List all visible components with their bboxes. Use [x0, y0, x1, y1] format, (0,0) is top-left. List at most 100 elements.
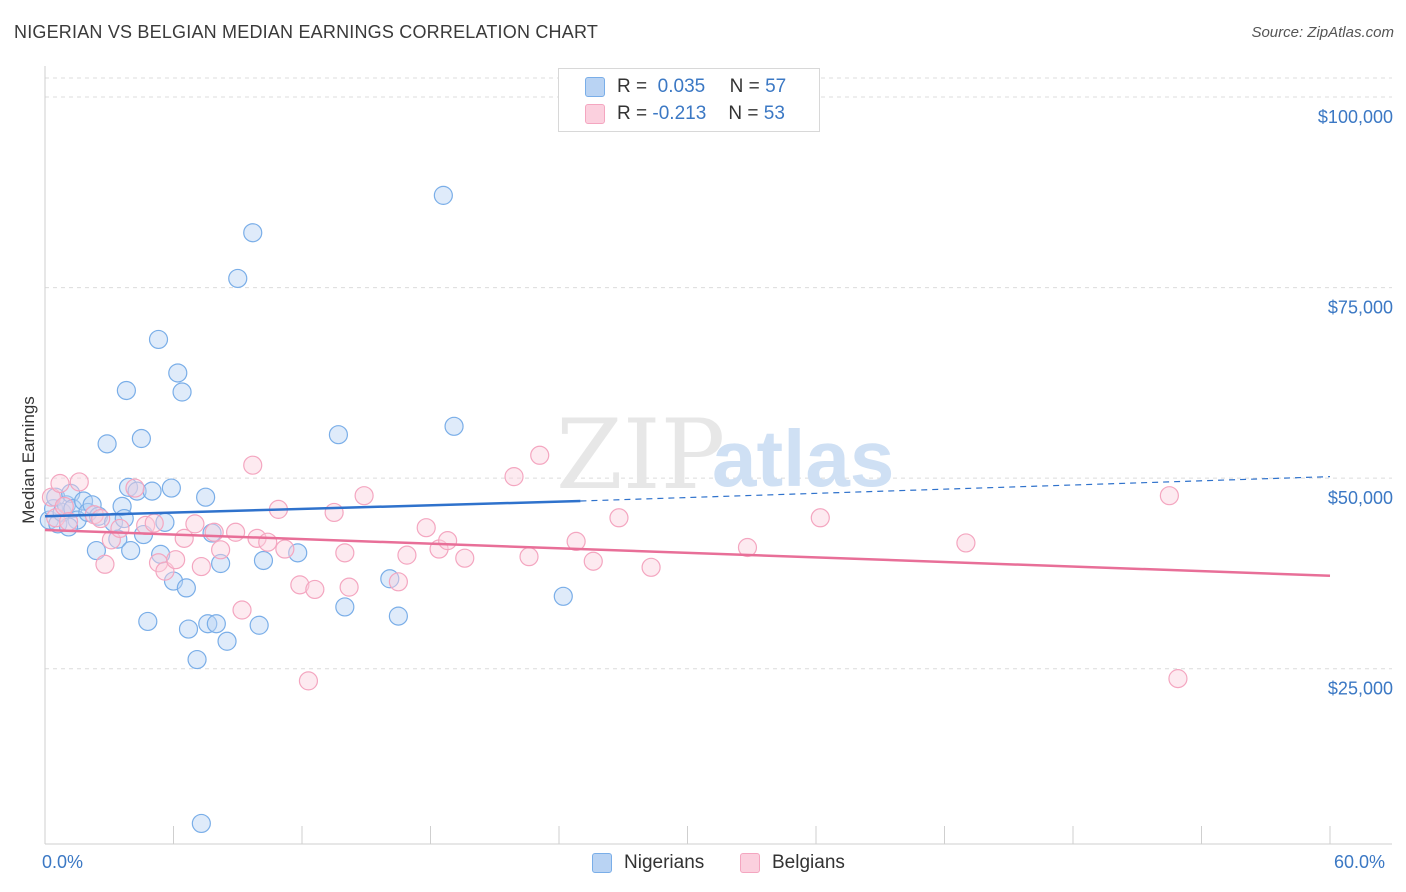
belgian-point[interactable] [438, 531, 458, 551]
nigerian-point[interactable] [217, 631, 237, 651]
belgian-point[interactable] [258, 532, 278, 552]
nigerian-point[interactable] [168, 363, 188, 383]
belgian-point[interactable] [397, 545, 417, 565]
nigerians-trend-extension [580, 476, 1331, 502]
belgian-point[interactable] [339, 577, 359, 597]
watermark-atlas: atlas [712, 414, 894, 503]
belgian-point[interactable] [50, 473, 70, 494]
belgian-point[interactable] [416, 518, 436, 538]
nigerian-point[interactable] [211, 553, 231, 574]
belgians-points [41, 445, 1188, 691]
belgian-point[interactable] [166, 550, 186, 570]
nigerian-point[interactable] [187, 649, 207, 670]
belgian-point[interactable] [275, 539, 295, 559]
nigerian-point[interactable] [253, 550, 274, 571]
nigerian-point[interactable] [553, 586, 573, 606]
nigerian-point[interactable] [161, 478, 181, 498]
nigerian-point[interactable] [112, 496, 132, 516]
belgian-point[interactable] [335, 543, 355, 563]
x-tick-max: 60.0% [1334, 852, 1386, 872]
y-tick-label: $75,000 [1328, 298, 1393, 318]
belgian-point[interactable] [243, 455, 263, 475]
belgian-point[interactable] [530, 445, 550, 465]
axes [44, 66, 1392, 845]
nigerian-point[interactable] [249, 615, 269, 635]
belgian-point[interactable] [204, 522, 224, 542]
belgian-point[interactable] [455, 548, 475, 568]
nigerian-point[interactable] [127, 481, 147, 501]
belgian-point[interactable] [232, 600, 252, 620]
nigerian-point[interactable] [433, 185, 453, 205]
nigerian-point[interactable] [138, 611, 158, 632]
belgian-point[interactable] [110, 518, 130, 539]
legend-nigerians[interactable]: Nigerians [592, 852, 704, 874]
belgian-point[interactable] [144, 513, 164, 533]
nigerian-point[interactable] [335, 597, 355, 617]
nigerian-point[interactable] [131, 428, 151, 449]
nigerian-point[interactable] [206, 614, 226, 634]
belgian-point[interactable] [95, 554, 115, 574]
nigerian-point[interactable] [228, 268, 248, 289]
belgian-point[interactable] [1159, 486, 1179, 506]
chart-title: NIGERIAN VS BELGIAN MEDIAN EARNINGS CORR… [14, 22, 599, 42]
y-tick-label: $50,000 [1328, 488, 1393, 508]
nigerians-n-value: 57 [765, 76, 787, 97]
belgian-point[interactable] [956, 533, 976, 553]
belgian-point[interactable] [226, 522, 246, 542]
belgian-point[interactable] [1168, 669, 1188, 689]
nigerian-point[interactable] [176, 578, 196, 598]
belgian-point[interactable] [305, 579, 325, 600]
belgian-point[interactable] [566, 531, 586, 552]
belgian-point[interactable] [91, 508, 111, 529]
belgian-point[interactable] [641, 557, 661, 577]
belgian-point[interactable] [211, 540, 231, 560]
nigerian-point[interactable] [97, 434, 117, 454]
belgian-point[interactable] [69, 472, 89, 492]
belgian-point[interactable] [298, 671, 319, 691]
belgians-legend-label: Belgians [772, 852, 845, 873]
belgian-point[interactable] [290, 575, 310, 595]
belgian-point[interactable] [125, 478, 145, 498]
nigerian-point[interactable] [178, 619, 199, 639]
n-label: N = [729, 76, 760, 97]
belgian-point[interactable] [354, 486, 374, 506]
watermark: ZIP atlas [556, 399, 894, 511]
belgians-swatch [585, 104, 605, 124]
belgian-point[interactable] [737, 537, 758, 558]
r-label: R = [617, 103, 648, 124]
trend-lines [44, 476, 1331, 577]
nigerians-legend-swatch [592, 853, 612, 873]
belgian-point[interactable] [810, 508, 830, 528]
r-label: R = [617, 76, 648, 97]
belgian-point[interactable] [185, 514, 205, 534]
legend-row-belgians: R = -0.213 N = 53 [585, 102, 785, 126]
belgian-point[interactable] [324, 502, 344, 523]
y-tick-label: $100,000 [1318, 107, 1393, 127]
legend-belgians[interactable]: Belgians [740, 852, 845, 874]
nigerian-point[interactable] [148, 329, 169, 350]
belgian-point[interactable] [583, 551, 603, 571]
belgian-point[interactable] [388, 572, 408, 592]
nigerian-point[interactable] [288, 543, 308, 563]
nigerian-point[interactable] [116, 380, 136, 401]
nigerian-point[interactable] [243, 223, 263, 243]
belgian-point[interactable] [504, 467, 524, 487]
belgian-point[interactable] [609, 508, 629, 528]
belgian-point[interactable] [191, 556, 211, 577]
nigerian-point[interactable] [86, 540, 107, 561]
nigerian-point[interactable] [172, 382, 192, 402]
nigerian-point[interactable] [191, 813, 211, 834]
gridlines [45, 77, 1392, 670]
belgian-point[interactable] [519, 547, 539, 567]
nigerian-point[interactable] [196, 487, 216, 507]
source-label: Source: ZipAtlas.com [1251, 24, 1394, 41]
nigerian-point[interactable] [328, 425, 349, 445]
nigerian-point[interactable] [121, 540, 141, 561]
x-tick-min: 0.0% [42, 852, 84, 872]
belgians-legend-swatch [740, 853, 760, 873]
nigerian-point[interactable] [444, 416, 464, 436]
belgians-trend-line [44, 528, 1331, 577]
nigerian-point[interactable] [142, 481, 162, 501]
nigerian-point[interactable] [388, 606, 408, 626]
